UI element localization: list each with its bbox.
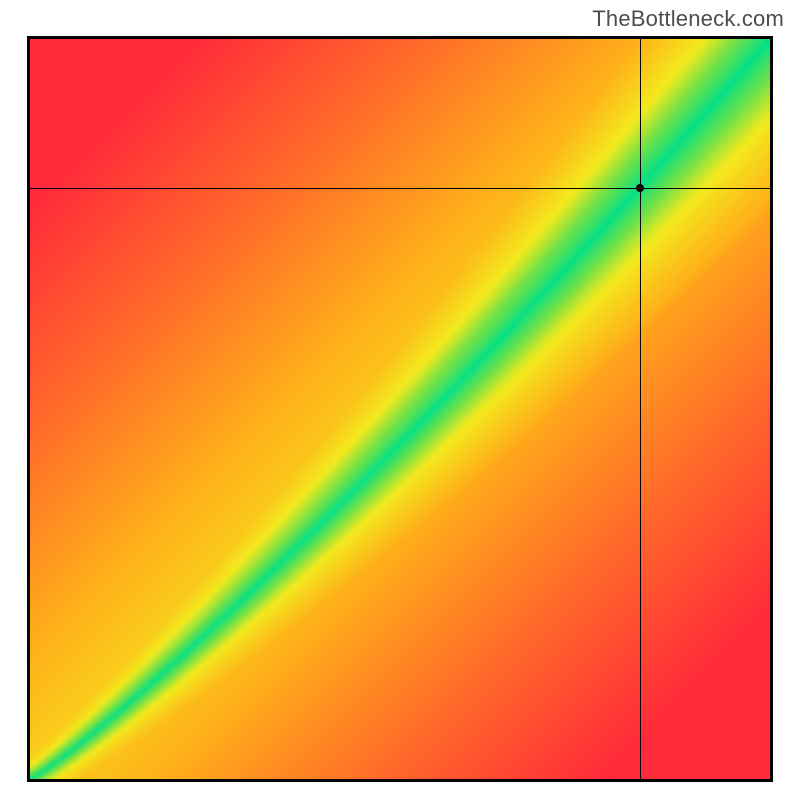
heatmap-canvas — [30, 39, 770, 779]
watermark-text: TheBottleneck.com — [592, 6, 784, 32]
heatmap-plot — [27, 36, 773, 782]
